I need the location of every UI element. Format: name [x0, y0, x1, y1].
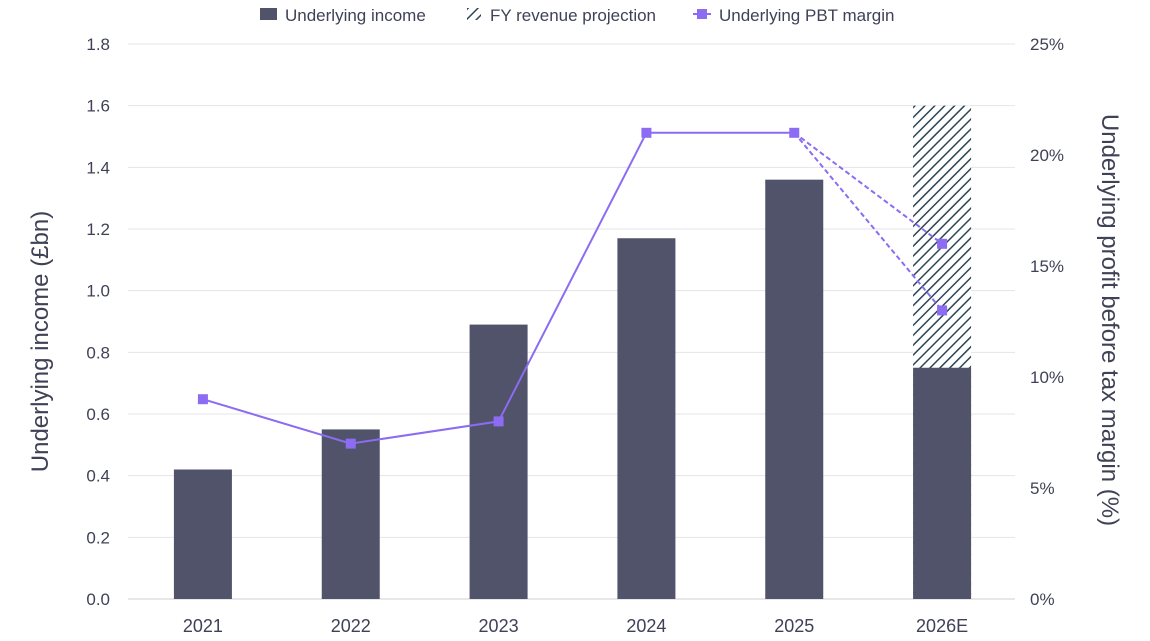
income-bar — [913, 367, 972, 599]
y-tick-label: 1.4 — [86, 158, 110, 177]
y-tick-label: 0.4 — [86, 467, 110, 486]
x-tick-label: 2023 — [479, 616, 519, 636]
x-tick-label: 2024 — [626, 616, 666, 636]
legend-label: Underlying income — [285, 6, 426, 25]
margin-projection-line — [793, 132, 943, 312]
y-tick-label: 0.0 — [86, 590, 110, 609]
y2-tick-label: 25% — [1030, 35, 1064, 54]
margin-marker — [937, 238, 948, 249]
margin-marker — [493, 416, 504, 427]
y-axis-label: Underlying income (£bn) — [27, 211, 54, 472]
y-tick-label: 1.8 — [86, 35, 110, 54]
income-bar — [173, 469, 232, 599]
y2-axis-label: Underlying profit before tax margin (%) — [1096, 114, 1123, 526]
income-bar — [765, 179, 824, 599]
legend-swatch-projection — [467, 8, 481, 20]
y2-tick-label: 20% — [1030, 146, 1064, 165]
margin-projection-line — [793, 132, 943, 245]
x-tick-label: 2021 — [183, 616, 223, 636]
legend-label: Underlying PBT margin — [719, 6, 894, 25]
margin-marker — [197, 394, 208, 405]
x-tick-label: 2025 — [774, 616, 814, 636]
y2-tick-label: 10% — [1030, 368, 1064, 387]
margin-marker — [937, 305, 948, 316]
y-tick-label: 1.0 — [86, 282, 110, 301]
y2-tick-label: 0% — [1030, 590, 1055, 609]
legend-swatch-margin-marker — [697, 9, 707, 19]
x-tick-label: 2022 — [331, 616, 371, 636]
legend-label: FY revenue projection — [490, 6, 656, 25]
income-bar — [321, 429, 380, 599]
margin-marker — [345, 438, 356, 449]
y2-tick-label: 5% — [1030, 479, 1055, 498]
income-bar — [469, 324, 528, 599]
x-tick-label: 2026E — [916, 616, 968, 636]
y-tick-label: 0.8 — [86, 343, 110, 362]
legend-swatch-income — [260, 8, 277, 20]
income-bar — [617, 238, 676, 599]
margin-marker — [641, 127, 652, 138]
margin-marker — [789, 127, 800, 138]
y2-tick-label: 15% — [1030, 257, 1064, 276]
y-tick-label: 0.6 — [86, 405, 110, 424]
y-tick-label: 1.2 — [86, 220, 110, 239]
y-tick-label: 1.6 — [86, 97, 110, 116]
y-tick-label: 0.2 — [86, 528, 110, 547]
